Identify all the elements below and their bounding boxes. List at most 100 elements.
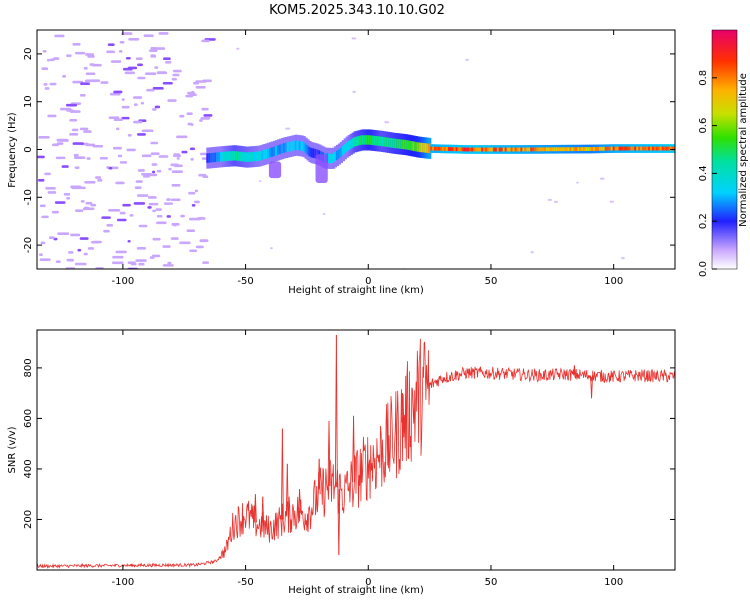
ridge-core [439,146,444,151]
noise-blob [85,72,96,76]
snr-y-ticks: 200 400 600 800 [23,358,675,529]
y-tick-label: 10 [23,95,34,108]
ridge-core [265,149,269,159]
noise-blob [72,43,81,46]
noise-blob [113,90,123,94]
noise-blob [55,260,61,263]
noise-blob [195,245,204,249]
ridge-core [555,147,559,152]
noise-blob [194,200,200,204]
noise-blob [115,250,127,254]
noise-blob [87,247,95,250]
noise-blob [101,216,111,219]
ridge-core [610,146,614,151]
noise-blob [164,202,174,205]
noise-blob [138,262,145,266]
noise-blob [188,191,196,195]
noise-blob [200,152,207,156]
ridge-core [543,147,548,152]
noise-blob [190,158,194,161]
noise-blob [47,114,57,118]
ridge-core [222,151,226,162]
y-tick-label: 400 [23,459,34,478]
ridge-core [361,135,365,145]
ridge-core [206,153,210,163]
ridge-core [381,136,385,147]
ridge-core [642,146,646,151]
noise-blob [97,179,103,182]
ridge-core [665,146,669,151]
noise-blob [127,239,131,243]
noise-blob [137,169,145,172]
noise-blob [176,135,188,139]
ridge-core [612,146,616,151]
ridge-core [573,147,577,152]
noise-blob [179,241,191,245]
ridge-core [549,147,554,152]
ridge-core [469,147,473,152]
colorbar-tick-label: 0.4 [698,165,709,181]
noise-blob [62,74,67,78]
ridge-core [508,147,512,152]
colorbar: 0.0 0.2 0.4 0.6 0.8 Normalized spectral ampl… [698,29,749,277]
ridge-core [284,142,289,153]
x-tick-label: 100 [604,577,623,588]
ridge-core [518,147,522,152]
noise-blob [79,237,89,240]
noise-blob [124,71,135,75]
noise-blob [170,163,179,167]
noise-blob [186,112,193,116]
noise-blob [236,47,240,50]
x-tick-label: 0 [365,276,371,287]
noise-blob [69,110,81,113]
spectrogram-noise-field [37,32,625,269]
ridge-core [618,146,622,151]
ridge-core [587,147,591,151]
ridge-core [335,150,340,161]
noise-blob [74,262,87,266]
ridge-core [461,147,465,152]
snr-spike-down [402,393,405,423]
ridge-core [447,147,451,151]
noise-blob [44,87,50,90]
x-tick-label: -50 [237,276,253,287]
ridge-core [510,147,514,152]
ridge-core [316,149,320,159]
noise-blob [172,69,182,73]
ridge-core [628,146,632,151]
noise-blob [107,43,115,46]
ridge-core [655,146,660,151]
ridge-core [604,146,609,151]
ridge-core [545,147,550,152]
ridge-core [208,153,212,163]
noise-blob [110,60,122,63]
ridge-core [253,151,257,162]
noise-blob [100,81,109,84]
noise-blob [179,114,185,118]
noise-blob [119,40,125,44]
ridge-core [333,152,338,162]
noise-blob [103,229,110,233]
noise-blob [41,67,49,71]
x-tick-label: 100 [604,276,623,287]
ridge-core [598,146,603,151]
y-tick-label: 20 [23,48,34,61]
ridge-core [640,146,644,151]
noise-blob [136,246,146,250]
ridge-core [300,141,304,151]
ridge-core [273,146,277,157]
ridge-core [373,135,377,146]
ridge-core [653,146,658,151]
snr-spike-down [335,335,338,488]
noise-blob [91,63,102,67]
ridge-core [312,148,316,158]
ridge-core [416,142,420,152]
noise-blob [609,200,614,203]
snr-spike-down [591,375,594,399]
ridge-core [538,147,542,152]
noise-blob [133,202,146,205]
x-tick-label: -50 [237,577,253,588]
noise-blob [74,166,80,169]
ridge-core [367,135,371,145]
